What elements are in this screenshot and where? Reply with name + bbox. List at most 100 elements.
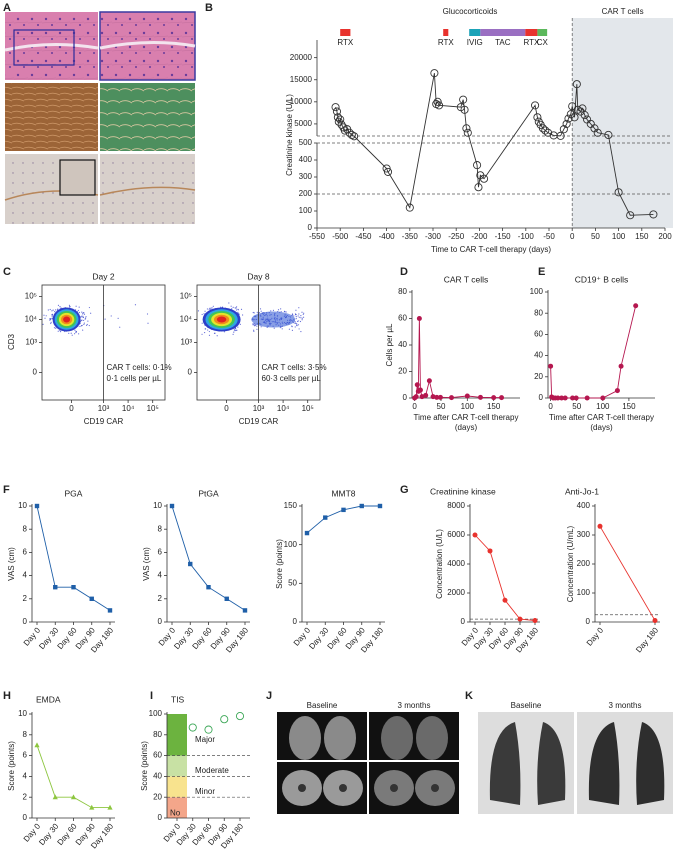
y-tick-label: 2 — [23, 792, 28, 801]
annotation: Glucocorticoids — [443, 7, 498, 16]
y-axis-label: Concentration (U/mL) — [566, 525, 575, 602]
y-tick-label: 0 — [308, 223, 313, 232]
y-tick-label: 10 — [18, 709, 27, 718]
x-axis-label: CD19 CAR — [84, 417, 124, 426]
event-dot — [232, 306, 234, 308]
event-dot — [78, 311, 80, 314]
image — [5, 83, 98, 151]
event-dot — [252, 324, 254, 326]
data-line — [36, 505, 111, 611]
treatment-bar — [469, 29, 481, 36]
data-point — [359, 503, 364, 509]
event-dot — [295, 322, 297, 324]
event-dot — [47, 309, 49, 311]
y-tick-label: 10000 — [290, 97, 313, 106]
event-dot — [303, 312, 305, 314]
annotation: 0·1 cells per µL — [107, 374, 162, 383]
data-point — [531, 101, 540, 110]
data-point — [614, 388, 620, 394]
x-tick-label: 150 — [622, 402, 636, 411]
data-point — [460, 105, 469, 114]
y-tick-label: 10⁵ — [25, 292, 37, 301]
event-dot — [51, 310, 53, 312]
y-tick-label: 100 — [149, 709, 163, 718]
event-dot — [203, 313, 205, 315]
event-dot — [253, 312, 255, 314]
y-tick-label: 500 — [299, 138, 313, 147]
data-line — [550, 305, 637, 399]
y-tick-label: 0 — [461, 617, 466, 626]
image — [100, 83, 195, 151]
data-point — [71, 585, 76, 590]
band-label: Moderate — [195, 766, 229, 775]
event-dot — [211, 307, 213, 309]
event-dot — [57, 330, 59, 332]
score-band — [167, 714, 187, 756]
event-dot — [81, 315, 83, 317]
event-dot — [201, 313, 203, 316]
event-dot — [49, 318, 51, 320]
event-dot — [253, 330, 255, 332]
data-point — [169, 503, 175, 509]
y-axis-label: Score (points) — [140, 741, 149, 791]
treatment-label: TAC — [495, 38, 511, 47]
panel-label: D — [400, 266, 408, 278]
data-point — [479, 174, 489, 183]
x-axis-label: CD19 CAR — [239, 417, 279, 426]
event-dot — [42, 323, 44, 325]
data-point — [600, 395, 606, 401]
data-point — [52, 794, 58, 800]
x-tick-label: 0 — [224, 404, 229, 413]
treatment-label: IVIG — [467, 38, 483, 47]
event-dot — [223, 331, 225, 333]
event-dot — [52, 309, 54, 311]
event-dot — [273, 327, 275, 329]
x-tick-label: 10³ — [98, 404, 110, 413]
y-tick-label: 0 — [23, 617, 28, 626]
x-axis-label: Time after CAR T-cell therapy (days) — [413, 413, 519, 432]
y-tick-label: 4 — [23, 772, 28, 781]
density-contour — [251, 311, 296, 328]
y-tick-label: 100 — [299, 206, 313, 215]
event-dot — [119, 326, 121, 328]
x-tick-label: Day 180 — [634, 625, 660, 654]
data-point — [382, 164, 391, 173]
event-dot — [51, 313, 54, 315]
x-tick-label: -450 — [355, 232, 372, 241]
data-point — [570, 113, 579, 122]
y-tick-label: 0 — [586, 617, 591, 626]
x-tick-label: 10⁵ — [147, 404, 159, 413]
y-tick-label: 5000 — [294, 119, 312, 128]
chart-title: TIS — [171, 694, 185, 704]
event-dot — [53, 327, 56, 329]
data-point — [517, 616, 523, 622]
y-tick-label: 100 — [577, 588, 591, 597]
y-tick-label: 300 — [299, 172, 313, 181]
event-dot — [104, 318, 106, 320]
data-point — [340, 126, 349, 135]
event-dot — [256, 325, 258, 327]
event-dot — [88, 324, 90, 327]
y-tick-label: 0 — [539, 393, 544, 402]
event-dot — [256, 328, 258, 330]
data-point — [204, 725, 213, 734]
panel-label: B — [205, 2, 213, 14]
data-point — [416, 316, 422, 321]
y-tick-label: 40 — [398, 340, 407, 349]
event-dot — [78, 306, 80, 308]
data-point — [333, 113, 342, 122]
event-dot — [87, 320, 89, 322]
data-point — [633, 303, 639, 309]
panel-label: J — [266, 690, 272, 702]
event-dot — [73, 333, 76, 335]
x-axis-label: Time after CAR T-cell therapy (days) — [413, 413, 519, 432]
image-label: Baseline — [511, 701, 542, 710]
event-dot — [57, 304, 60, 307]
data-point — [564, 114, 573, 123]
event-dot — [55, 309, 57, 311]
event-dot — [300, 330, 302, 333]
y-tick-label: 10 — [18, 501, 27, 510]
data-point — [53, 585, 58, 590]
data-point — [413, 394, 419, 400]
data-point — [499, 395, 505, 401]
